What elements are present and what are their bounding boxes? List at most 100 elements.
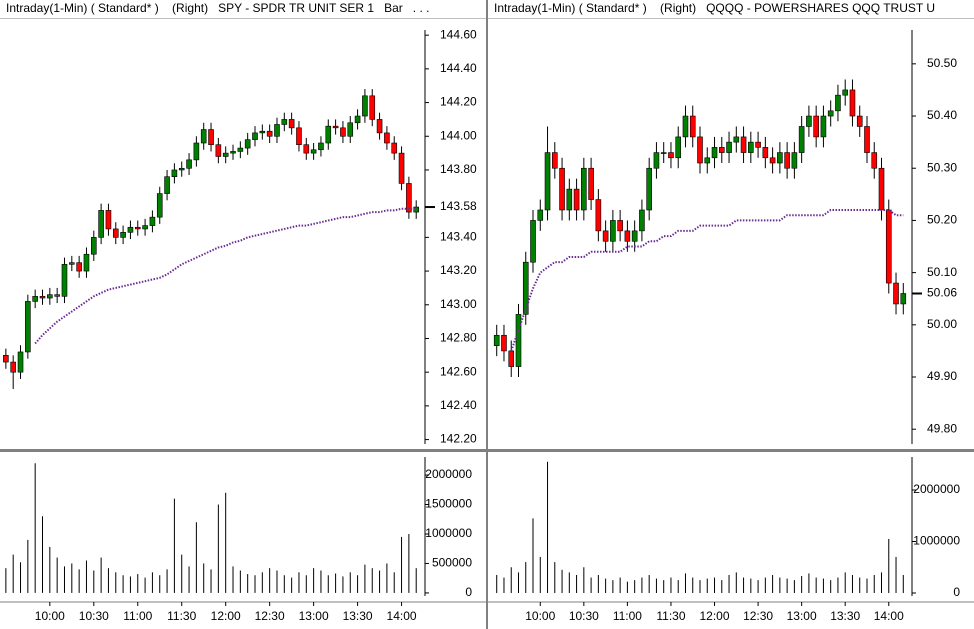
y-tick-label: 144.60	[440, 27, 477, 41]
candle-body	[281, 119, 288, 125]
candle-body	[740, 136, 747, 153]
volume-tick-label: 0	[465, 585, 472, 599]
candle-body	[842, 89, 849, 96]
candle-body	[237, 147, 244, 152]
volume-tick-label: 1000000	[425, 526, 472, 540]
candle-body	[718, 147, 725, 153]
candle-body	[581, 167, 587, 211]
y-tick-label: 49.80	[927, 421, 957, 435]
candle-body	[222, 152, 229, 157]
candle-body	[733, 136, 740, 143]
y-tick-label: 142.20	[440, 432, 477, 446]
candle-body	[318, 142, 324, 151]
candle-body	[689, 115, 696, 138]
candle-body	[54, 294, 60, 297]
candle-body	[369, 95, 376, 120]
candle-body	[602, 230, 609, 242]
x-tick-label: 14:00	[387, 609, 417, 623]
candle-body	[10, 361, 16, 373]
moving-average	[34, 207, 417, 345]
candle-body	[171, 169, 178, 178]
volume-tick-label: 0	[953, 585, 960, 599]
candle-body	[711, 147, 718, 159]
candle-body	[573, 188, 580, 211]
candle-body	[406, 183, 412, 213]
candle-body	[885, 209, 892, 284]
candle-body	[849, 89, 856, 117]
candle-body	[340, 127, 346, 137]
candle-body	[762, 147, 769, 159]
candle-body	[105, 210, 112, 230]
candle-body	[288, 119, 295, 129]
candle-body	[215, 144, 222, 157]
y-tick-label: 143.80	[440, 162, 477, 176]
y-tick-label: 50.40	[927, 108, 957, 122]
candle-body	[208, 129, 214, 145]
candle-body	[798, 126, 805, 153]
chart-header: Intraday(1-Min) ( Standard* ) (Right) SP…	[6, 1, 429, 15]
candle-body	[522, 261, 529, 315]
candle-body	[98, 210, 104, 238]
candle-body	[90, 237, 97, 255]
candle-body	[595, 199, 602, 232]
y-tick-label: 142.80	[440, 331, 477, 345]
candle-body	[32, 296, 38, 302]
chart-header: Intraday(1-Min) ( Standard* ) (Right) QQ…	[494, 1, 935, 15]
candle-body	[646, 167, 652, 211]
candle-body	[303, 144, 310, 154]
candle-body	[588, 167, 594, 200]
header-rule	[0, 18, 486, 19]
candle-body	[748, 141, 754, 153]
candle-body	[617, 220, 623, 232]
candle-body	[3, 355, 9, 363]
y-tick-label: 142.60	[440, 364, 477, 378]
y-tick-label: 142.40	[440, 398, 477, 412]
candle-body	[755, 141, 761, 148]
x-tick-label: 13:00	[787, 609, 817, 623]
candle-body	[347, 122, 354, 137]
candle-body	[230, 151, 236, 154]
candle-body	[76, 262, 82, 272]
candle-body	[668, 152, 674, 159]
y-tick-label: 143.00	[440, 297, 477, 311]
y-tick-label: 144.40	[440, 61, 477, 75]
candle-body	[704, 157, 711, 164]
candle-body	[551, 152, 558, 169]
last-price-label: 143.58	[440, 199, 477, 213]
candle-body	[325, 125, 332, 144]
candle-body	[624, 230, 631, 242]
x-tick-label: 11:00	[123, 609, 152, 623]
candle-body	[259, 130, 266, 134]
candle-body	[566, 188, 573, 211]
candle-body	[508, 350, 515, 367]
candle-body	[164, 176, 170, 194]
candle-body	[515, 314, 522, 367]
candle-body	[83, 253, 90, 272]
last-price-label: 50.06	[927, 286, 957, 300]
x-tick-label: 14:00	[874, 609, 904, 623]
volume-tick-label: 500000	[432, 556, 472, 570]
candle-body	[112, 228, 119, 238]
candle-body	[697, 136, 703, 164]
x-tick-label: 11:30	[167, 609, 196, 623]
x-tick-label: 10:00	[35, 609, 65, 623]
candle-body	[653, 152, 660, 169]
x-tick-label: 11:30	[656, 609, 685, 623]
x-tick-label: 12:00	[211, 609, 241, 623]
x-tick-label: 12:30	[743, 609, 773, 623]
candle-body	[69, 262, 75, 265]
candle-body	[864, 126, 870, 153]
candle-body	[900, 293, 907, 305]
pane-separator	[0, 449, 486, 452]
candle-body	[493, 334, 500, 346]
candle-body	[127, 226, 134, 233]
candle-body	[47, 294, 53, 299]
x-tick-label: 10:30	[79, 609, 109, 623]
candle-body	[332, 125, 339, 129]
volume-tick-label: 1000000	[913, 534, 960, 548]
candle-body	[186, 159, 192, 169]
candle-body	[878, 167, 885, 211]
candle-body	[296, 127, 302, 145]
candle-body	[178, 167, 185, 171]
